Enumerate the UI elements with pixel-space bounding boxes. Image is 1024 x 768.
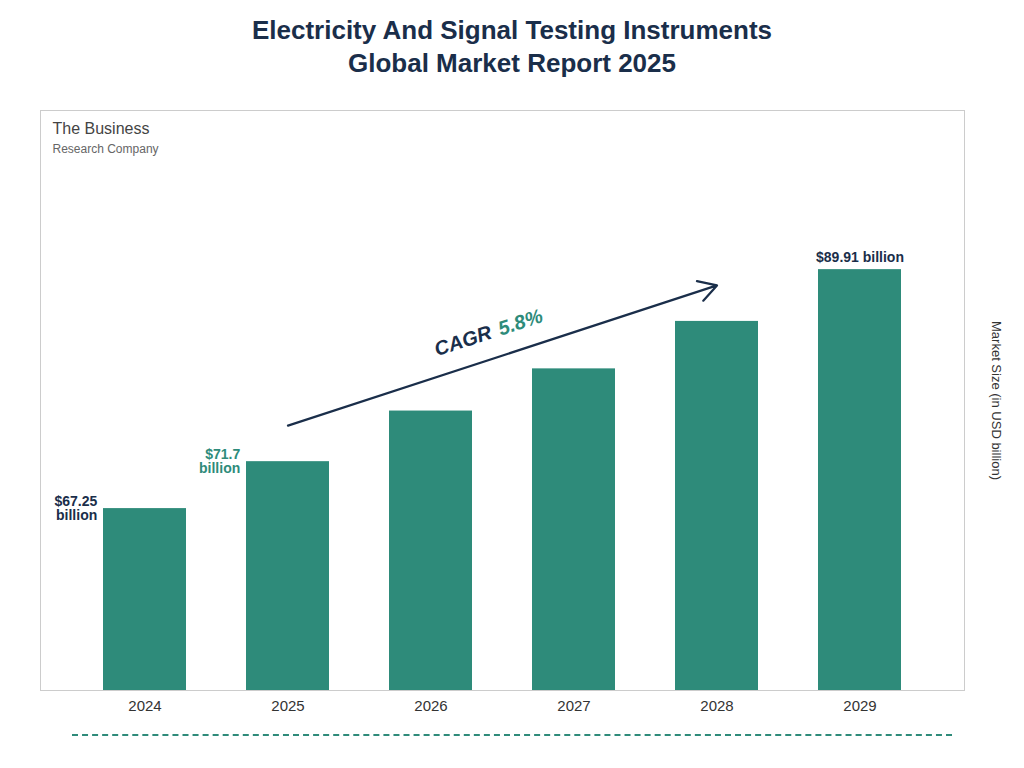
svg-text:2028: 2028 — [700, 697, 733, 714]
svg-text:Market Size (in USD billion): Market Size (in USD billion) — [989, 321, 1004, 480]
svg-text:The Business: The Business — [53, 120, 150, 137]
svg-text:5.8%: 5.8% — [495, 304, 545, 339]
svg-text:$71.7billion: $71.7billion — [199, 446, 240, 476]
svg-text:2027: 2027 — [557, 697, 590, 714]
svg-text:$89.91 billion: $89.91 billion — [816, 249, 904, 265]
svg-text:CAGR: CAGR — [432, 321, 495, 360]
svg-text:2029: 2029 — [843, 697, 876, 714]
svg-text:2026: 2026 — [414, 697, 447, 714]
svg-text:$67.25billion: $67.25billion — [54, 493, 97, 523]
html-text:Electricity And Signal Testing: Electricity And Signal Testing Instrumen… — [252, 15, 772, 78]
svg-text:Research Company: Research Company — [53, 142, 159, 156]
svg-text:2025: 2025 — [271, 697, 304, 714]
svg-text:2024: 2024 — [128, 697, 161, 714]
